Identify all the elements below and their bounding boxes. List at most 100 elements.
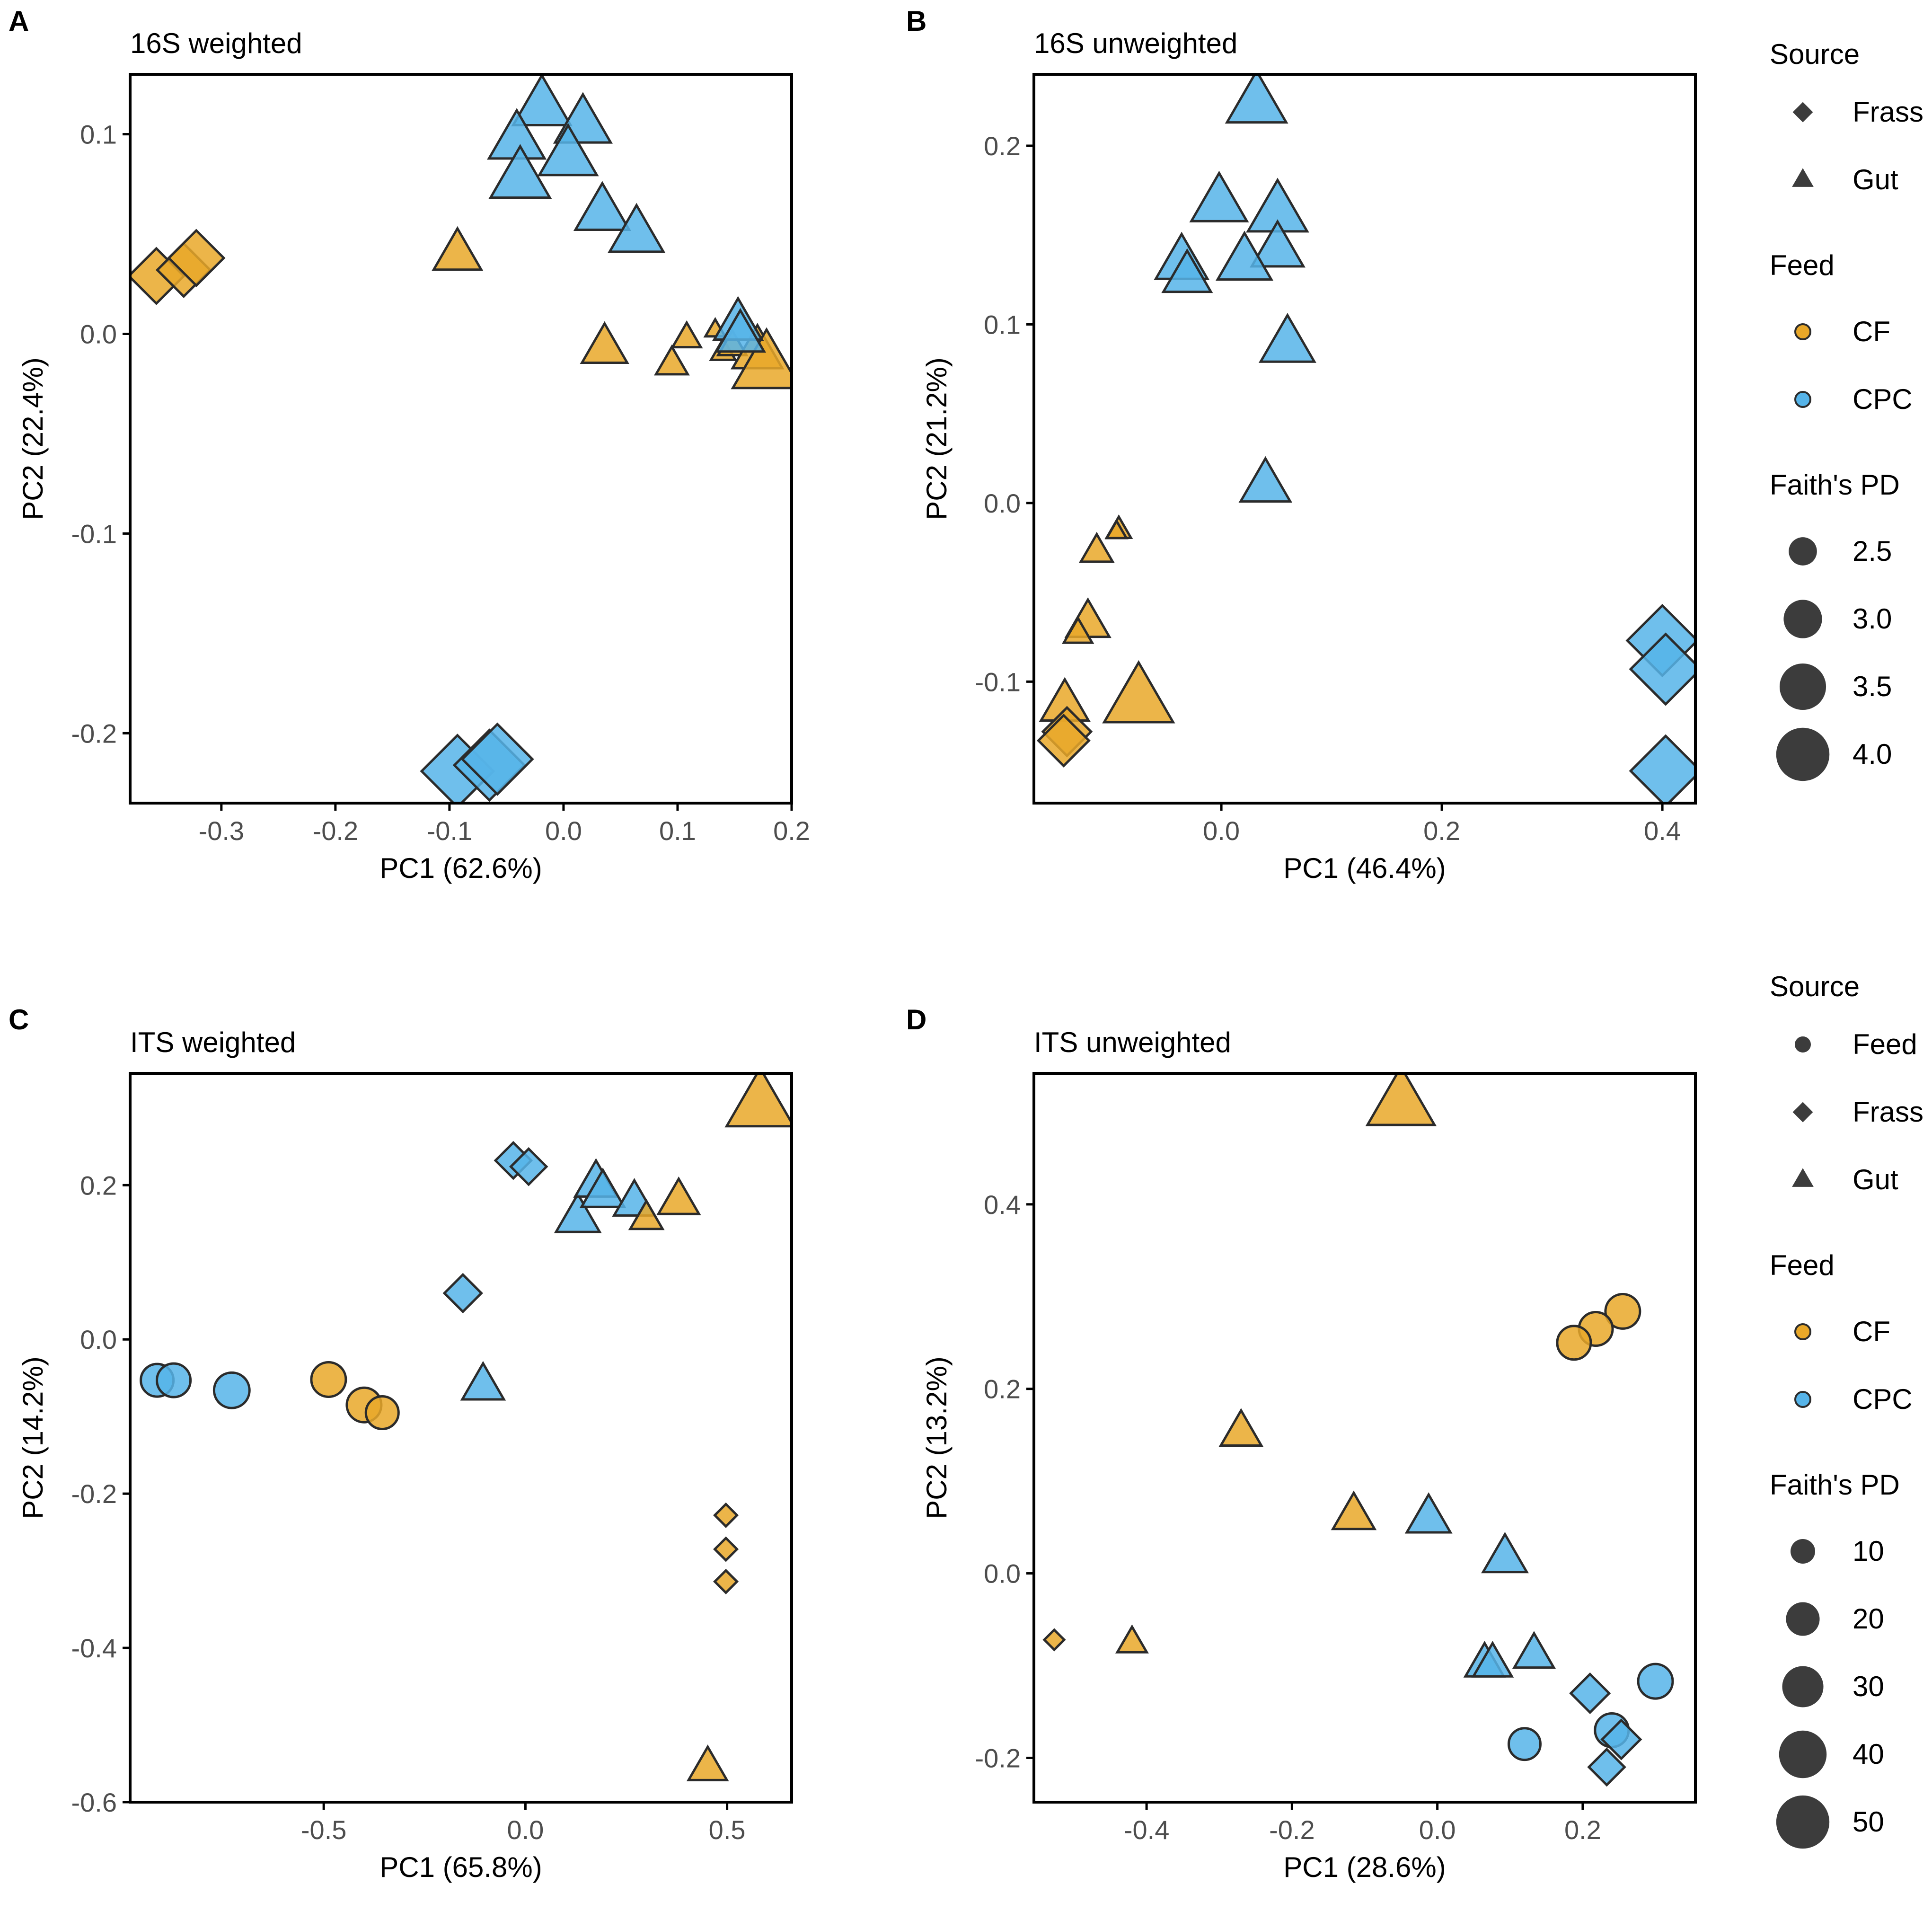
data-point	[1471, 1641, 1514, 1678]
panel-title: 16S unweighted	[1034, 27, 1237, 59]
data-point	[1629, 632, 1695, 706]
legend-label: 50	[1853, 1806, 1884, 1838]
panel-c: C ITS weighted -0.5 0.0 0.5 -0.6 -0.4 -0.2 0.0 0.…	[9, 1004, 793, 1883]
legend-key-diamond	[1792, 102, 1813, 123]
data-point	[724, 1073, 792, 1128]
panel-label: B	[906, 5, 926, 37]
data-point	[1507, 1727, 1542, 1761]
legend-label: 40	[1853, 1738, 1884, 1770]
data-point	[1078, 531, 1115, 563]
legend-key-feed	[1794, 1323, 1811, 1340]
x-tick-label: -0.3	[199, 816, 245, 846]
data-point	[686, 1744, 729, 1781]
data-point	[713, 1536, 739, 1562]
data-point	[1225, 74, 1288, 124]
x-tick-label: 0.1	[659, 816, 696, 846]
legend-label: Feed	[1853, 1028, 1917, 1060]
data-point	[442, 1273, 483, 1314]
legend-key-feed	[1794, 391, 1811, 408]
data-point	[1365, 1073, 1437, 1126]
y-tick-label: 0.1	[80, 120, 117, 150]
legend-key-feed	[1794, 1391, 1811, 1408]
data-point	[656, 1176, 701, 1215]
panel-title: ITS unweighted	[1034, 1026, 1231, 1058]
data-point	[212, 1371, 251, 1409]
points-layer	[1036, 74, 1695, 803]
data-point	[573, 181, 631, 231]
y-tick-label: 0.2	[984, 131, 1021, 161]
x-tick-label: -0.2	[1269, 1815, 1315, 1845]
data-point	[1512, 1631, 1556, 1669]
x-tick-label: -0.4	[1124, 1815, 1170, 1845]
data-point	[654, 344, 690, 376]
y-tick-label: 0.0	[80, 1325, 117, 1354]
panel-label: D	[906, 1004, 926, 1035]
data-point	[1189, 170, 1249, 222]
y-tick-label: -0.6	[71, 1787, 117, 1817]
data-point	[1061, 616, 1094, 644]
legend-key-circle	[1795, 1036, 1811, 1053]
data-point	[156, 1362, 192, 1398]
data-point	[713, 1568, 739, 1594]
y-axis-label: PC2 (21.2%)	[921, 357, 953, 520]
y-tick-label: -0.2	[71, 718, 117, 748]
data-point	[1218, 1408, 1264, 1447]
legend-key-triangle	[1792, 168, 1814, 187]
data-point	[1042, 1628, 1066, 1652]
plot-frame	[1032, 73, 1697, 805]
data-point	[1258, 313, 1316, 363]
legend-key-diamond	[1792, 1102, 1813, 1123]
legend-1: Source Frass Gut Feed CF CPC Faith's PD 2.5 3.0 3…	[1770, 38, 1923, 781]
legend-key-size	[1776, 1795, 1830, 1849]
legend-key-size	[1783, 600, 1822, 638]
legend-label: 4.0	[1853, 738, 1892, 770]
legend-label: CF	[1853, 316, 1890, 347]
legend-key-size	[1786, 1602, 1820, 1636]
x-tick-label: 0.2	[1423, 816, 1460, 846]
legend-title-size: Faith's PD	[1770, 1469, 1900, 1501]
y-tick-label: 0.4	[984, 1190, 1021, 1220]
y-tick-label: -0.1	[71, 519, 117, 549]
data-point	[1161, 248, 1213, 293]
x-tick-label: 0.0	[507, 1815, 544, 1845]
data-point	[1115, 1624, 1149, 1654]
y-tick-label: 0.2	[80, 1170, 117, 1200]
legend-key-size	[1782, 1666, 1824, 1708]
data-point	[1556, 1325, 1592, 1361]
legend-label: CPC	[1853, 1383, 1913, 1415]
data-point	[460, 1361, 506, 1401]
panel-label: C	[9, 1004, 29, 1035]
legend-label: 3.5	[1853, 671, 1892, 702]
data-point	[1215, 230, 1274, 281]
data-point	[1238, 456, 1293, 503]
data-point	[509, 1147, 548, 1186]
data-point	[511, 74, 573, 126]
legend-key-size	[1776, 727, 1830, 781]
x-axis-label: PC1 (28.6%)	[1283, 1851, 1446, 1883]
legend-key-triangle	[1792, 1168, 1814, 1187]
x-tick-label: 0.0	[545, 816, 582, 846]
points-layer	[130, 74, 792, 803]
data-point	[1629, 734, 1695, 803]
data-point	[1600, 1718, 1642, 1761]
panel-label: A	[9, 5, 29, 37]
plot-frame	[129, 1072, 793, 1804]
legend-title-feed: Feed	[1770, 1249, 1835, 1281]
x-tick-label: -0.2	[313, 816, 359, 846]
legend-label: 20	[1853, 1603, 1884, 1635]
legend-key-size	[1791, 1539, 1815, 1564]
data-point	[1587, 1747, 1626, 1787]
x-axis-label: PC1 (65.8%)	[379, 1851, 542, 1883]
legend-key-size	[1779, 1730, 1827, 1778]
points-layer	[1042, 1073, 1674, 1787]
data-point	[713, 1502, 739, 1528]
data-point	[608, 203, 666, 253]
x-tick-label: 0.0	[1203, 816, 1240, 846]
data-point	[1102, 660, 1175, 724]
legend-label: 3.0	[1853, 603, 1892, 635]
panel-d: D ITS unweighted -0.4 -0.2 0.0 0.2 -0.2 0.0 0.2 0…	[906, 1004, 1697, 1883]
data-point	[670, 320, 703, 349]
legend-key-size	[1779, 663, 1826, 710]
y-axis-label: PC2 (14.2%)	[17, 1356, 49, 1519]
